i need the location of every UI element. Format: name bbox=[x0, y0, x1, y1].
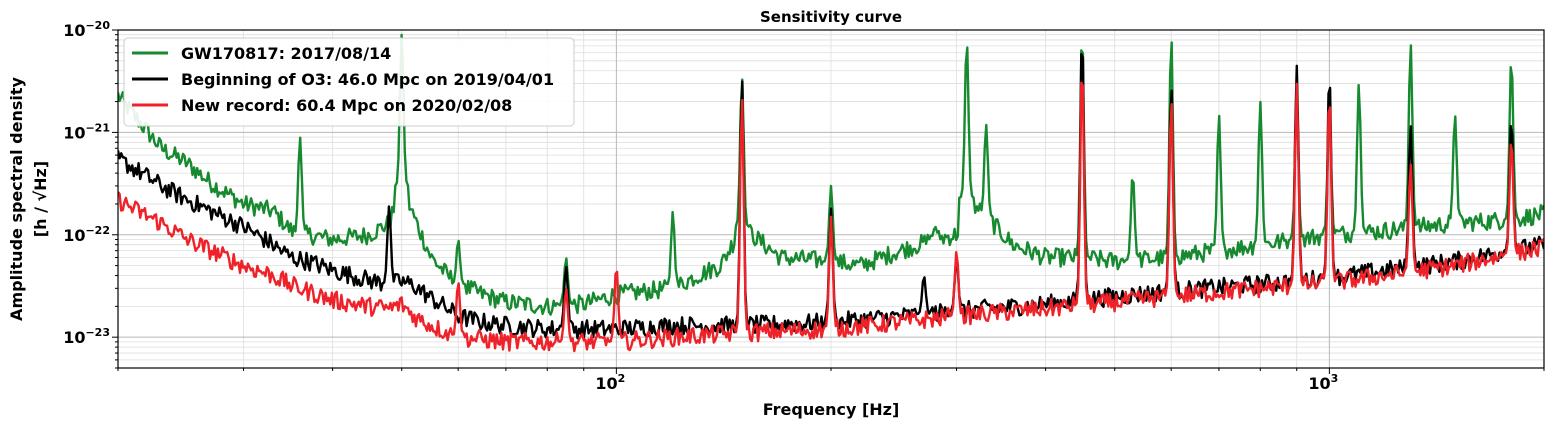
minor-grid bbox=[117, 30, 1545, 369]
series-line-0 bbox=[118, 33, 1544, 316]
chart-title: Sensitivity curve bbox=[760, 8, 902, 26]
legend-box bbox=[123, 37, 575, 127]
y-axis-label: Amplitude spectral density bbox=[7, 76, 26, 320]
y-axis-unit: [h / √Hz] bbox=[31, 161, 50, 237]
legend: GW170817: 2017/08/14 Beginning of O3: 46… bbox=[123, 37, 575, 127]
x-axis-label: Frequency [Hz] bbox=[763, 400, 900, 419]
y-axis-unit-group: [h / √Hz] bbox=[31, 161, 50, 237]
series-line-1 bbox=[118, 53, 1544, 340]
legend-label-gw170817: GW170817: 2017/08/14 bbox=[181, 44, 391, 63]
legend-label-o3-start: Beginning of O3: 46.0 Mpc on 2019/04/01 bbox=[181, 70, 554, 89]
series-layer bbox=[118, 33, 1544, 353]
legend-label-new-record: New record: 60.4 Mpc on 2020/02/08 bbox=[181, 96, 512, 115]
series-line-2 bbox=[118, 81, 1544, 353]
y-axis-label-group: Amplitude spectral density bbox=[7, 76, 26, 320]
